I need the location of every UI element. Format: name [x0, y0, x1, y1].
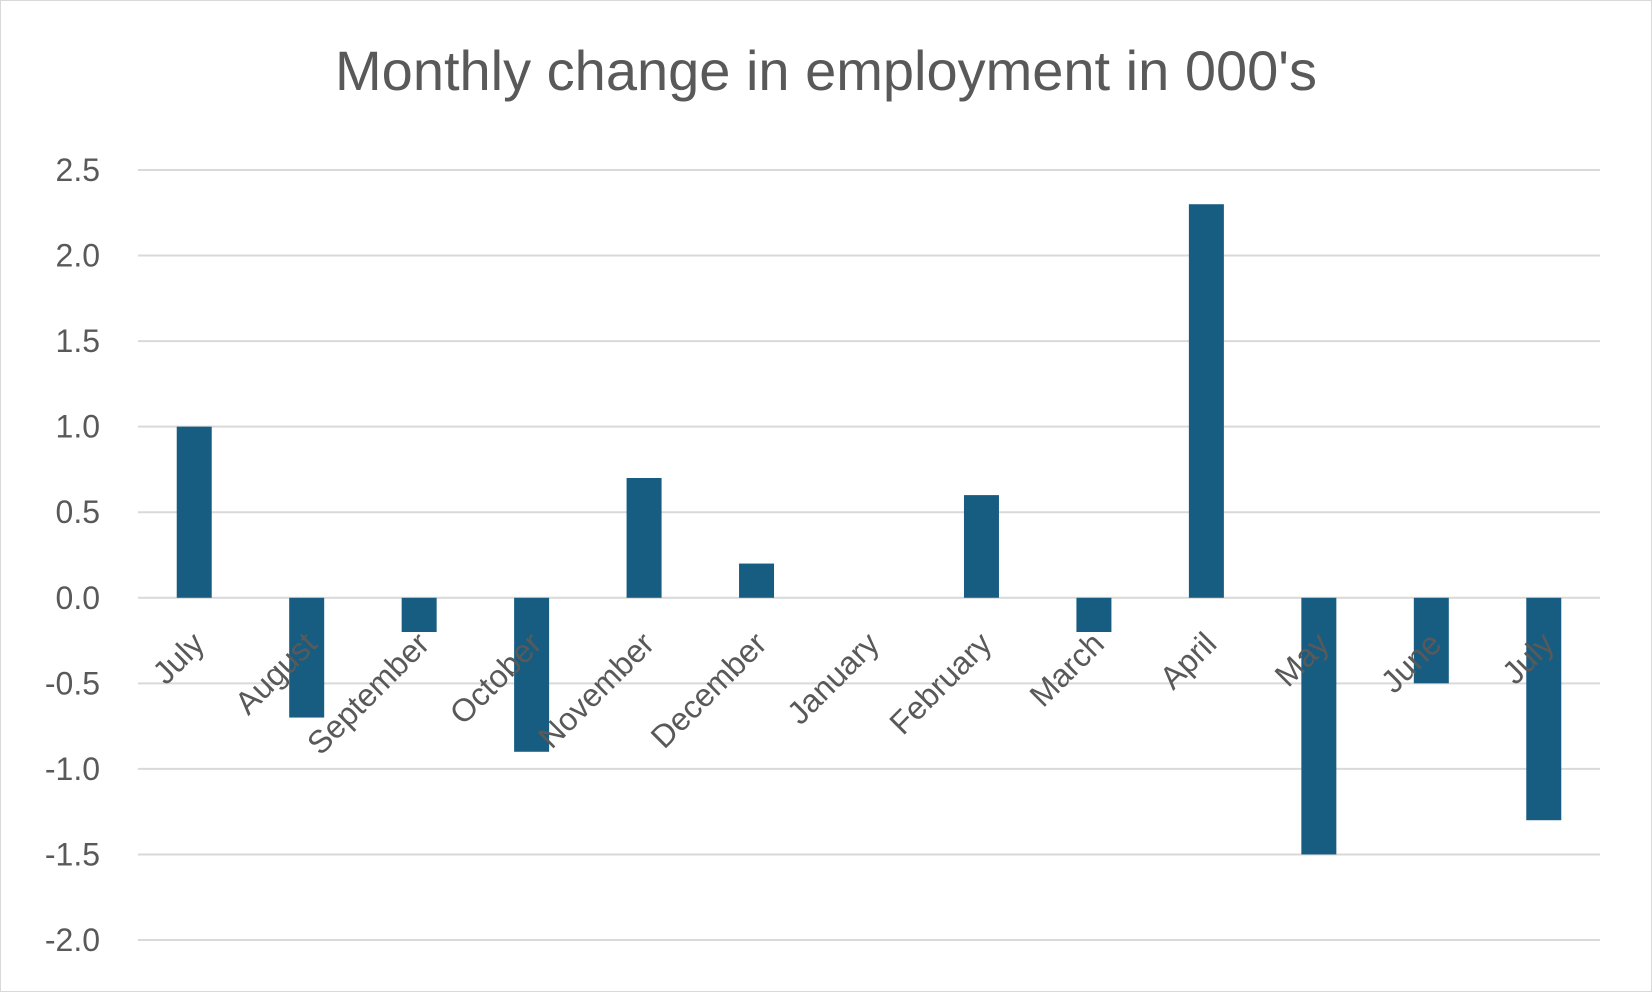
bars [176, 204, 1562, 855]
bar [626, 478, 662, 598]
x-category-label: April [1153, 625, 1224, 696]
x-category-label: November [531, 625, 661, 755]
bar [176, 426, 212, 598]
bar [1413, 597, 1449, 684]
chart-title: Monthly change in employment in 000's [335, 39, 1317, 102]
bar [1076, 597, 1112, 632]
y-tick-label: 2.0 [56, 238, 100, 274]
bar [963, 495, 999, 598]
y-tick-label: -1.5 [45, 836, 100, 872]
y-tick-label: -1.0 [45, 751, 100, 787]
y-tick-label: 1.0 [56, 409, 100, 445]
x-category-label: March [1023, 625, 1111, 713]
bar [1188, 204, 1224, 598]
bar [1526, 597, 1562, 821]
y-tick-label: 0.0 [56, 580, 100, 616]
y-tick-label: 2.5 [56, 152, 100, 188]
y-tick-label: 0.5 [56, 494, 100, 530]
y-tick-label: -2.0 [45, 922, 100, 958]
y-tick-label: -0.5 [45, 665, 100, 701]
x-category-label: July [145, 625, 211, 691]
bar [1301, 597, 1337, 855]
gridlines [138, 169, 1600, 941]
x-category-label: December [644, 625, 774, 755]
bar [739, 563, 775, 598]
y-tick-label: 1.5 [56, 323, 100, 359]
bar [401, 597, 437, 632]
bar [289, 597, 325, 718]
x-category-label: January [780, 625, 886, 731]
bar [514, 597, 550, 752]
y-axis-ticks: 2.5 2.0 1.5 1.0 0.5 0.0 -0.5 -1.0 -1.5 -2.0 [45, 152, 100, 958]
